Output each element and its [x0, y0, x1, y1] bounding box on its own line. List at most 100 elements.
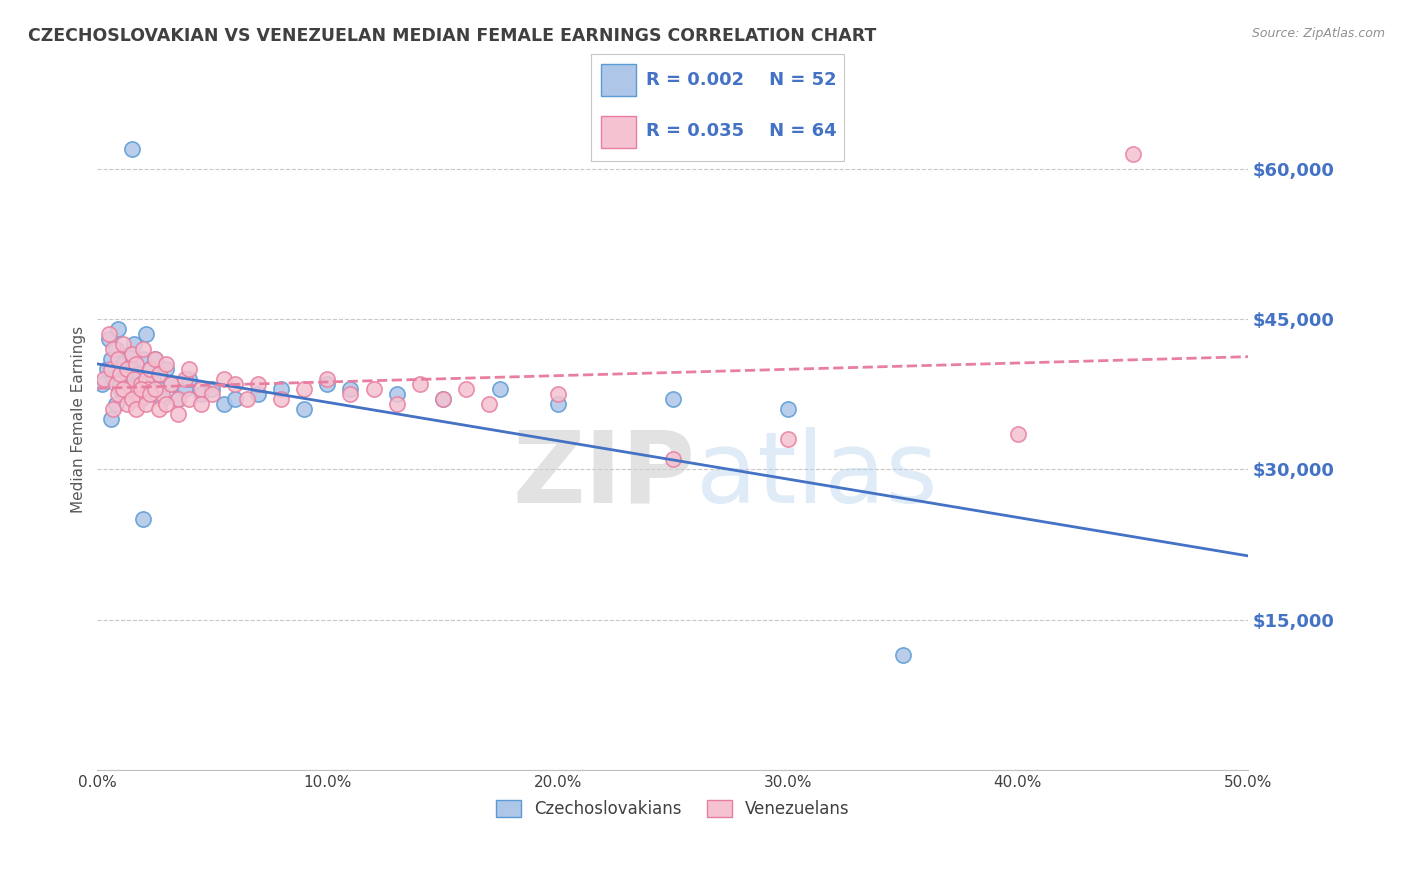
- Point: [173, 382, 195, 396]
- Point: [143, 352, 166, 367]
- Point: [236, 392, 259, 407]
- Point: [122, 337, 145, 351]
- Point: [128, 367, 150, 381]
- Point: [224, 377, 246, 392]
- Point: [150, 387, 173, 401]
- Text: Source: ZipAtlas.com: Source: ZipAtlas.com: [1251, 27, 1385, 40]
- Point: [117, 397, 139, 411]
- Point: [155, 362, 177, 376]
- Point: [121, 347, 143, 361]
- Point: [454, 382, 477, 396]
- Point: [270, 382, 292, 396]
- Point: [139, 387, 162, 401]
- Point: [148, 382, 170, 396]
- Point: [212, 397, 235, 411]
- Point: [125, 357, 148, 371]
- Point: [339, 387, 361, 401]
- Text: R = 0.002    N = 52: R = 0.002 N = 52: [647, 70, 837, 88]
- Point: [117, 372, 139, 386]
- Text: R = 0.035    N = 64: R = 0.035 N = 64: [647, 122, 837, 140]
- Point: [100, 412, 122, 426]
- Text: CZECHOSLOVAKIAN VS VENEZUELAN MEDIAN FEMALE EARNINGS CORRELATION CHART: CZECHOSLOVAKIAN VS VENEZUELAN MEDIAN FEM…: [28, 27, 876, 45]
- Point: [363, 382, 385, 396]
- Point: [477, 397, 499, 411]
- Point: [385, 397, 408, 411]
- Point: [93, 372, 115, 386]
- Point: [270, 392, 292, 407]
- Point: [96, 362, 118, 376]
- Point: [107, 322, 129, 336]
- Point: [489, 382, 512, 396]
- Point: [129, 392, 152, 407]
- Point: [432, 392, 454, 407]
- Point: [160, 377, 183, 392]
- Point: [107, 352, 129, 367]
- Point: [110, 382, 132, 396]
- Point: [135, 327, 157, 342]
- Point: [122, 372, 145, 386]
- Point: [118, 347, 141, 361]
- Point: [148, 402, 170, 417]
- Point: [104, 377, 127, 392]
- Point: [103, 372, 125, 386]
- Point: [111, 337, 134, 351]
- Point: [132, 512, 155, 526]
- Point: [135, 372, 157, 386]
- Point: [114, 367, 136, 381]
- Point: [190, 397, 212, 411]
- Point: [125, 382, 148, 396]
- Point: [148, 367, 170, 381]
- Point: [201, 382, 224, 396]
- Point: [212, 372, 235, 386]
- Point: [114, 387, 136, 401]
- Point: [167, 392, 190, 407]
- Point: [224, 392, 246, 407]
- Point: [121, 362, 143, 376]
- Point: [110, 377, 132, 392]
- Point: [103, 402, 125, 417]
- Point: [1007, 427, 1029, 442]
- Point: [135, 397, 157, 411]
- Point: [118, 382, 141, 396]
- Point: [110, 367, 132, 381]
- Point: [408, 377, 430, 392]
- Point: [111, 357, 134, 371]
- Point: [91, 377, 114, 392]
- Point: [316, 377, 339, 392]
- Point: [104, 397, 127, 411]
- Point: [117, 362, 139, 376]
- Point: [129, 377, 152, 392]
- Point: [97, 332, 120, 346]
- Point: [104, 342, 127, 356]
- Point: [547, 397, 569, 411]
- Point: [190, 382, 212, 396]
- Point: [776, 432, 799, 446]
- Point: [247, 377, 270, 392]
- Point: [179, 372, 201, 386]
- Y-axis label: Median Female Earnings: Median Female Earnings: [72, 326, 86, 513]
- Point: [128, 392, 150, 407]
- Point: [173, 372, 195, 386]
- Point: [132, 342, 155, 356]
- Point: [179, 362, 201, 376]
- Point: [247, 387, 270, 401]
- Point: [155, 357, 177, 371]
- Point: [136, 382, 159, 396]
- Point: [316, 372, 339, 386]
- Point: [107, 387, 129, 401]
- Point: [132, 352, 155, 367]
- Point: [385, 387, 408, 401]
- Point: [167, 407, 190, 421]
- Point: [125, 402, 148, 417]
- Point: [1122, 146, 1144, 161]
- Point: [294, 402, 316, 417]
- Legend: Czechoslovakians, Venezuelans: Czechoslovakians, Venezuelans: [489, 793, 856, 825]
- Point: [167, 392, 190, 407]
- Bar: [600, 116, 636, 148]
- Point: [139, 362, 162, 376]
- Point: [150, 392, 173, 407]
- Point: [201, 387, 224, 401]
- Point: [142, 372, 165, 386]
- Point: [100, 352, 122, 367]
- Point: [190, 387, 212, 401]
